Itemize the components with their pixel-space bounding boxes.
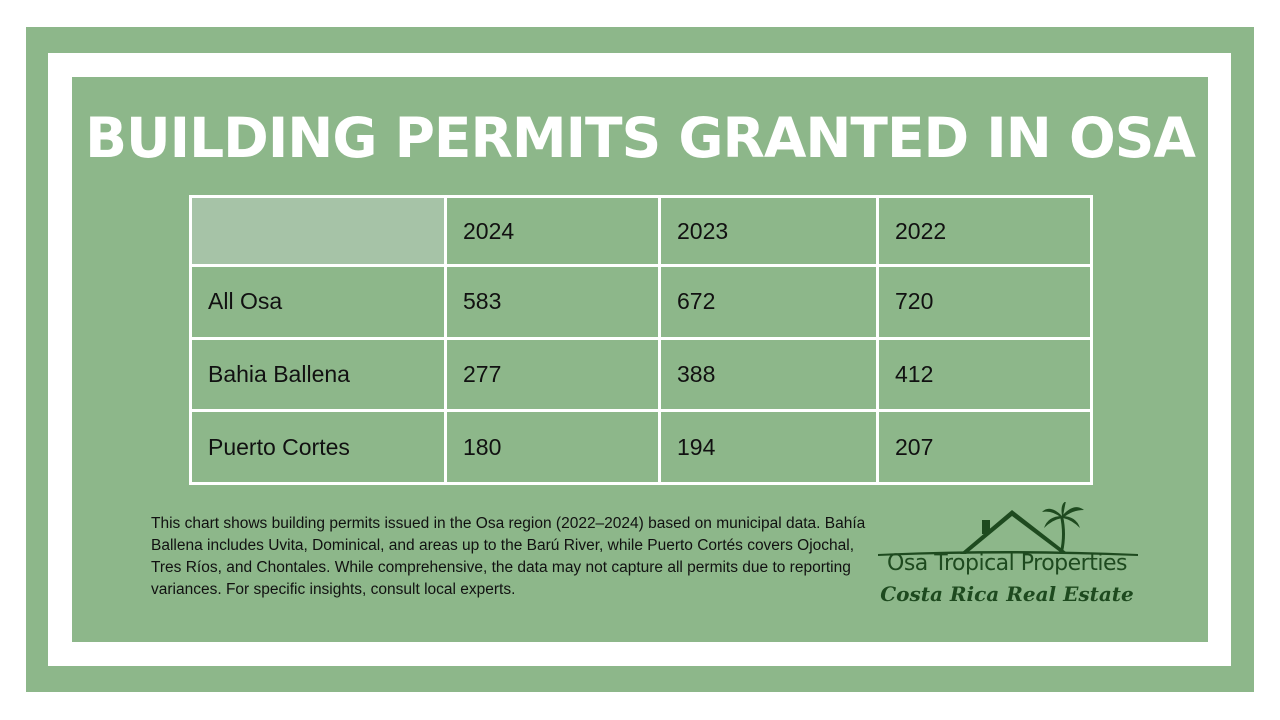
table-cell: 180 xyxy=(444,409,661,485)
table-row-bahia-ballena: Bahia Ballena 277 388 412 xyxy=(189,336,1093,413)
row-label: Bahia Ballena xyxy=(189,336,447,413)
table-cell: 672 xyxy=(658,264,879,340)
table-cell: 388 xyxy=(658,336,879,413)
row-label: Puerto Cortes xyxy=(189,409,447,485)
table-corner-cell xyxy=(189,195,447,267)
company-logo: Osa Tropical Properties Costa Rica Real … xyxy=(876,502,1138,612)
logo-company-name: Osa Tropical Properties xyxy=(887,551,1127,576)
table-header-row: 2024 2023 2022 xyxy=(189,195,1093,267)
row-label: All Osa xyxy=(189,264,447,340)
permits-table: 2024 2023 2022 All Osa 583 672 720 Bahia… xyxy=(189,195,1093,485)
column-header-2023: 2023 xyxy=(658,195,879,267)
table-row-puerto-cortes: Puerto Cortes 180 194 207 xyxy=(189,409,1093,485)
table-cell: 720 xyxy=(876,264,1093,340)
table-cell: 412 xyxy=(876,336,1093,413)
chart-description: This chart shows building permits issued… xyxy=(151,515,866,598)
table-cell: 207 xyxy=(876,409,1093,485)
table-row-all-osa: All Osa 583 672 720 xyxy=(189,264,1093,340)
column-header-2022: 2022 xyxy=(876,195,1093,267)
table-cell: 277 xyxy=(444,336,661,413)
table-cell: 583 xyxy=(444,264,661,340)
logo-tagline: Costa Rica Real Estate xyxy=(880,582,1134,606)
page-title: BUILDING PERMITS GRANTED IN OSA xyxy=(85,106,1196,170)
table-cell: 194 xyxy=(658,409,879,485)
house-palm-icon xyxy=(878,502,1138,556)
column-header-2024: 2024 xyxy=(444,195,661,267)
